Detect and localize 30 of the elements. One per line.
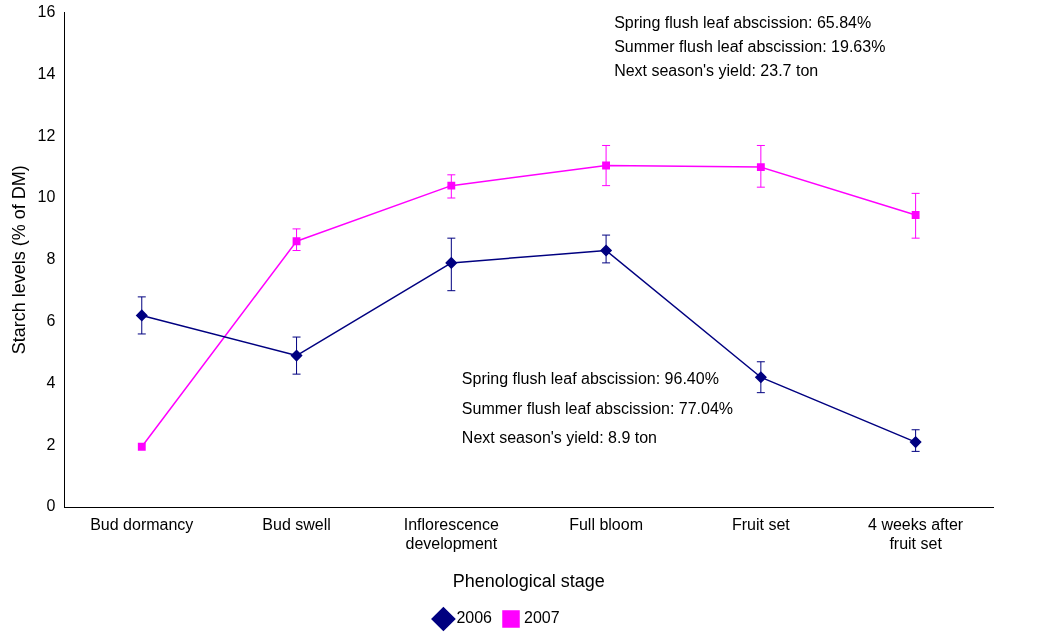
y-tick-label: 12 [37,126,56,144]
x-axis-title: Phenological stage [452,571,605,592]
legend-label: 2006 [456,609,493,627]
annotation: Spring flush leaf abscission: 96.40% [461,370,719,388]
annotation: Summer flush leaf abscission: 19.63% [614,38,886,56]
annotation: Summer flush leaf abscission: 77.04% [461,399,734,417]
y-tick-label: 8 [46,250,56,268]
annotation: Next season's yield: 8.9 ton [461,429,658,447]
legend-label: 2007 [524,609,560,627]
annotation: Next season's yield: 23.7 ton [614,62,819,80]
y-tick-label: 10 [37,188,56,206]
y-tick-label: 2 [46,435,56,453]
x-tick-label: Bud dormancy [90,516,194,534]
point [756,163,765,172]
point [137,442,146,451]
y-tick-label: 16 [37,3,56,21]
x-tick-label: 4 weeks after fruit set [868,516,964,553]
x-tick-label: Bud swell [262,516,331,534]
y-tick-label: 0 [46,497,56,515]
x-tick-label: Full bloom [569,516,643,534]
point [290,349,303,362]
x-tick-label: Fruit set [731,516,791,534]
y-tick-label: 6 [46,312,56,330]
point [447,181,456,190]
x-tick-label: Inflorescence development [403,516,499,553]
y-tick-label: 4 [46,373,56,391]
point [911,211,920,219]
annotation: Spring flush leaf abscission: 65.84% [614,14,872,32]
y-axis-title: Starch levels (% of DM) [8,165,29,355]
y-tick-label: 14 [37,64,56,82]
